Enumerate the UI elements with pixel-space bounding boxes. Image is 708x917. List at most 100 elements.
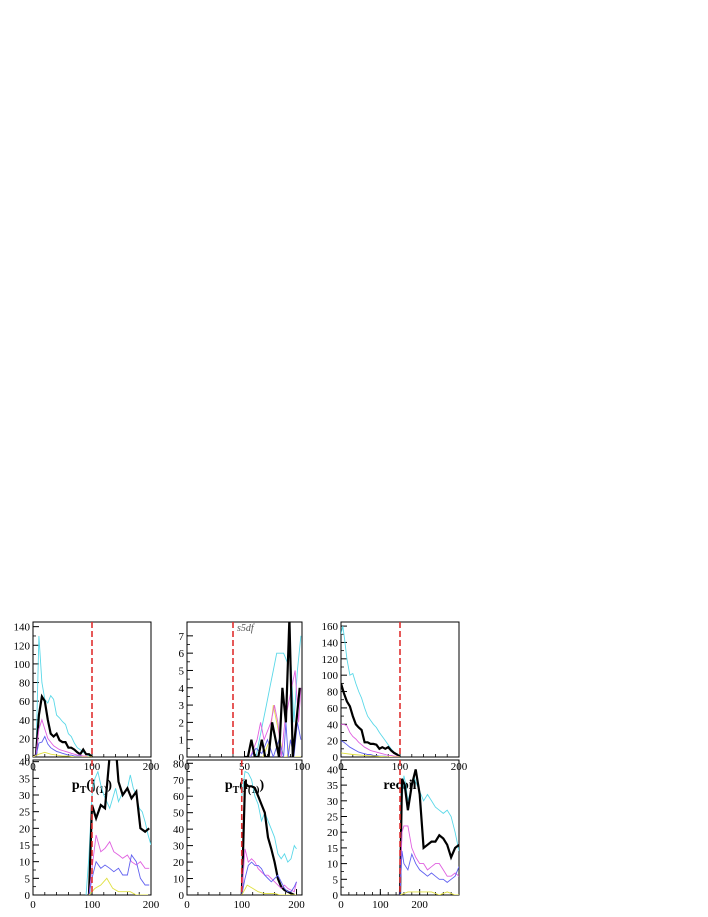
chart-panel-6: 05101520253035400100200mll [327, 759, 460, 917]
series-line-magenta [241, 848, 297, 895]
x-tick-label: 100 [84, 761, 101, 773]
y-tick-label: 1 [179, 735, 185, 747]
y-tick-label: 80 [327, 687, 339, 699]
x-tick-label: 100 [234, 899, 251, 911]
y-tick-label: 40 [327, 719, 339, 731]
y-tick-label: 20 [19, 823, 31, 835]
plot-frame [186, 759, 303, 896]
y-tick-label: 60 [327, 703, 339, 715]
y-tick-label: 5 [25, 873, 31, 885]
series-line-total [341, 683, 401, 757]
y-tick-label: 40 [173, 824, 185, 836]
y-tick-label: 0 [333, 752, 339, 764]
y-tick-label: 0 [25, 752, 31, 764]
series-line-yellow [241, 884, 297, 895]
series-line-total [33, 693, 93, 757]
series-line-magenta [341, 723, 401, 757]
series-line-cyan [241, 770, 297, 863]
y-tick-label: 120 [322, 654, 339, 666]
y-tick-label: 20 [327, 736, 339, 748]
x-tick-label: 0 [30, 899, 36, 911]
x-tick-label: 50 [239, 761, 251, 773]
y-tick-label: 100 [14, 659, 31, 671]
x-tick-label: 0 [184, 899, 190, 911]
x-tick-label: 100 [372, 899, 389, 911]
y-tick-label: 70 [173, 775, 185, 787]
y-tick-label: 20 [173, 857, 185, 869]
y-tick-label: 5 [333, 874, 339, 886]
series-line-cyan [255, 635, 302, 757]
x-tick-label: 100 [84, 899, 101, 911]
y-tick-label: 80 [19, 678, 31, 690]
series-line-total [398, 769, 459, 895]
y-tick-label: 50 [173, 808, 185, 820]
y-tick-label: 6 [179, 648, 185, 660]
series-line-magenta [33, 718, 92, 757]
series-line-cyan [399, 775, 459, 895]
y-tick-label: 15 [327, 843, 339, 855]
x-tick-label: 100 [392, 761, 409, 773]
x-tick-label: 200 [288, 899, 305, 911]
y-tick-label: 35 [327, 780, 339, 792]
y-tick-label: 2 [179, 717, 185, 729]
series-line-total [87, 760, 150, 895]
y-tick-label: 15 [19, 840, 31, 852]
y-tick-label: 140 [14, 622, 31, 634]
x-tick-label: 0 [338, 899, 344, 911]
y-tick-label: 30 [173, 841, 185, 853]
y-tick-label: 30 [19, 790, 31, 802]
chart-panel-4: 05101520253035400100200pT/ [19, 757, 160, 917]
annotation-label: s5df [237, 623, 255, 634]
series-line-magenta [399, 825, 459, 895]
x-tick-label: 200 [143, 899, 160, 911]
y-tick-label: 40 [327, 764, 339, 776]
series-line-blue [249, 722, 302, 757]
chart-panel-5: 010203040506070800100200mT2(l1,l2;0) [173, 758, 305, 917]
y-tick-label: 5 [179, 665, 185, 677]
y-tick-label: 20 [19, 733, 31, 745]
series-line-blue [88, 853, 150, 895]
series-line-total [240, 780, 295, 895]
series-line-magenta [88, 834, 150, 895]
y-tick-label: 10 [173, 874, 185, 886]
y-tick-label: 0 [179, 752, 185, 764]
series-line-yellow [399, 891, 459, 895]
series-line-yellow [33, 751, 92, 757]
series-line-cyan [85, 770, 151, 895]
y-tick-label: 40 [19, 757, 31, 769]
y-tick-label: 10 [327, 859, 339, 871]
series-line-blue [341, 740, 400, 757]
series-line-cyan [341, 626, 401, 757]
series-line-blue [399, 850, 459, 895]
y-tick-label: 25 [327, 812, 339, 824]
y-tick-label: 0 [333, 890, 339, 902]
series-line-yellow [341, 752, 400, 757]
y-tick-label: 140 [322, 637, 339, 649]
y-tick-label: 4 [179, 683, 185, 695]
y-tick-label: 3 [179, 700, 185, 712]
y-tick-label: 0 [179, 890, 185, 902]
y-tick-label: 40 [19, 715, 31, 727]
y-tick-label: 120 [14, 640, 31, 652]
y-tick-label: 80 [173, 758, 185, 770]
series-line-magenta [249, 670, 302, 757]
y-tick-label: 25 [19, 807, 31, 819]
y-tick-label: 7 [179, 631, 185, 643]
y-tick-label: 100 [322, 670, 339, 682]
y-tick-label: 30 [327, 796, 339, 808]
y-tick-label: 0 [25, 890, 31, 902]
y-tick-label: 10 [19, 857, 31, 869]
y-tick-label: 35 [19, 773, 31, 785]
x-axis-label: pT(j(1)) [72, 778, 112, 796]
y-tick-label: 60 [173, 791, 185, 803]
y-tick-label: 20 [327, 827, 339, 839]
series-line-total [244, 622, 301, 757]
series-line-yellow [88, 877, 149, 895]
series-line-blue [241, 861, 297, 895]
y-tick-label: 60 [19, 696, 31, 708]
series-line-blue [33, 735, 92, 757]
